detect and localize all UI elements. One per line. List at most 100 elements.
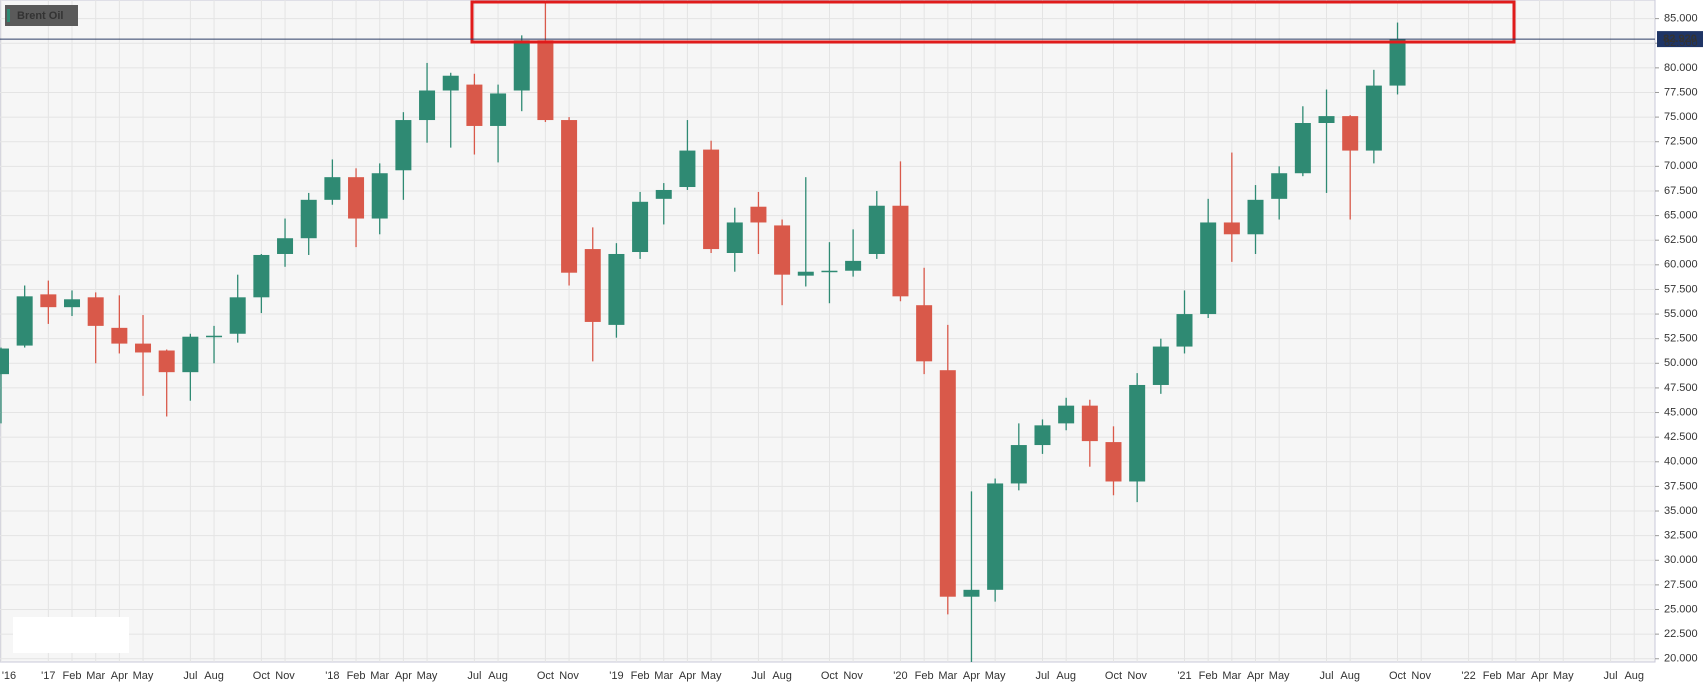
- highlight-box: [470, 0, 1516, 44]
- candle-body: [963, 589, 980, 597]
- candle-body: [253, 254, 270, 298]
- x-tick-label: May: [985, 670, 1006, 682]
- x-tick-label: Aug: [772, 670, 792, 682]
- candle-body: [987, 483, 1004, 590]
- y-tick-label: 25.000: [1664, 603, 1698, 615]
- x-tick-label: Jul: [467, 670, 481, 682]
- candle-body: [1318, 116, 1335, 124]
- x-tick-label: Jul: [1319, 670, 1333, 682]
- x-tick-label: May: [417, 670, 438, 682]
- x-tick-label: Jul: [183, 670, 197, 682]
- legend-box: [5, 5, 78, 26]
- candle-body: [87, 297, 104, 326]
- y-tick-label: 77.500: [1664, 86, 1698, 98]
- candle-body: [206, 335, 223, 338]
- y-tick-label: 42.500: [1664, 431, 1698, 443]
- candle-body: [442, 75, 459, 91]
- x-tick-label: Feb: [1199, 670, 1218, 682]
- y-tick-label: 57.500: [1664, 283, 1698, 295]
- candle-body: [561, 120, 578, 273]
- candle-body: [277, 238, 294, 254]
- candle-body: [300, 199, 317, 239]
- candle-body: [774, 225, 791, 275]
- x-tick-label: '21: [1177, 670, 1191, 682]
- y-tick-label: 85.000: [1664, 13, 1698, 25]
- x-tick-label: '22: [1461, 670, 1475, 682]
- x-tick-label: Mar: [654, 670, 673, 682]
- candle-body: [1247, 199, 1264, 235]
- y-tick-label: 35.000: [1664, 505, 1698, 517]
- candle-body: [111, 327, 128, 344]
- candle-body: [821, 270, 838, 273]
- y-tick-label: 52.500: [1664, 333, 1698, 345]
- candle-body: [324, 177, 341, 200]
- x-tick-label: Aug: [1340, 670, 1360, 682]
- x-tick-label: Jul: [751, 670, 765, 682]
- candle-body: [584, 249, 601, 322]
- y-tick-label: 32.500: [1664, 530, 1698, 542]
- last-price-label: 82.920: [1663, 33, 1697, 45]
- candle-body: [371, 173, 388, 219]
- y-tick-label: 62.500: [1664, 234, 1698, 246]
- x-tick-label: Nov: [1411, 670, 1431, 682]
- candle-body: [1223, 222, 1240, 235]
- x-tick-label: May: [133, 670, 154, 682]
- overlay: 82.920 Brent Oil: [0, 5, 1703, 660]
- last-price-box: [1657, 31, 1703, 48]
- candle-body: [703, 149, 720, 250]
- candle-body: [632, 201, 649, 253]
- x-tick-label: Nov: [1127, 670, 1147, 682]
- x-tick-label: Oct: [1389, 670, 1406, 682]
- candle-body: [1010, 445, 1027, 484]
- candle-body: [1294, 123, 1311, 174]
- candle-body: [229, 297, 246, 334]
- candle-body: [395, 120, 412, 171]
- candle-body: [939, 370, 956, 597]
- x-tick-label: Mar: [370, 670, 389, 682]
- candle-body: [0, 348, 9, 375]
- x-tick-label: Apr: [1531, 670, 1548, 682]
- candle-body: [135, 343, 152, 353]
- x-tick-label: Apr: [1247, 670, 1264, 682]
- candle-body: [797, 271, 814, 276]
- x-tick-label: '16: [2, 670, 16, 682]
- candle-body: [1176, 314, 1193, 347]
- y-tick-label: 72.500: [1664, 136, 1698, 148]
- candle-body: [490, 93, 507, 126]
- x-tick-label: '18: [325, 670, 339, 682]
- candle-body: [726, 222, 743, 254]
- candles: [0, 1, 1406, 662]
- candle-body: [655, 189, 672, 199]
- candle-body: [1365, 85, 1382, 151]
- x-tick-label: Feb: [915, 670, 934, 682]
- x-tick-label: Mar: [1506, 670, 1525, 682]
- x-tick-label: Feb: [63, 670, 82, 682]
- x-tick-label: Aug: [1624, 670, 1644, 682]
- candle-body: [466, 84, 483, 126]
- x-tick-label: Oct: [253, 670, 270, 682]
- x-tick-label: Apr: [111, 670, 128, 682]
- y-tick-label: 65.000: [1664, 209, 1698, 221]
- candle-body: [1389, 39, 1406, 86]
- y-tick-label: 45.000: [1664, 406, 1698, 418]
- candle-body: [1105, 442, 1122, 482]
- x-tick-label: Feb: [1483, 670, 1502, 682]
- candle-body: [419, 90, 436, 121]
- legend-label: Brent Oil: [17, 10, 63, 22]
- candle-body: [1058, 405, 1075, 424]
- x-tick-label: Oct: [537, 670, 554, 682]
- x-tick-label: '20: [893, 670, 907, 682]
- y-tick-label: 55.000: [1664, 308, 1698, 320]
- y-tick-label: 30.000: [1664, 554, 1698, 566]
- candle-body: [892, 205, 909, 297]
- x-tick-label: Aug: [204, 670, 224, 682]
- x-tick-label: '17: [41, 670, 55, 682]
- candle-body: [1271, 173, 1288, 199]
- candle-body: [845, 260, 862, 271]
- y-tick-label: 67.500: [1664, 185, 1698, 197]
- candle-body: [64, 299, 81, 308]
- y-tick-label: 82.500: [1664, 37, 1698, 49]
- y-tick-label: 20.000: [1664, 653, 1698, 665]
- x-tick-label: Mar: [86, 670, 105, 682]
- candle-body: [1129, 384, 1146, 482]
